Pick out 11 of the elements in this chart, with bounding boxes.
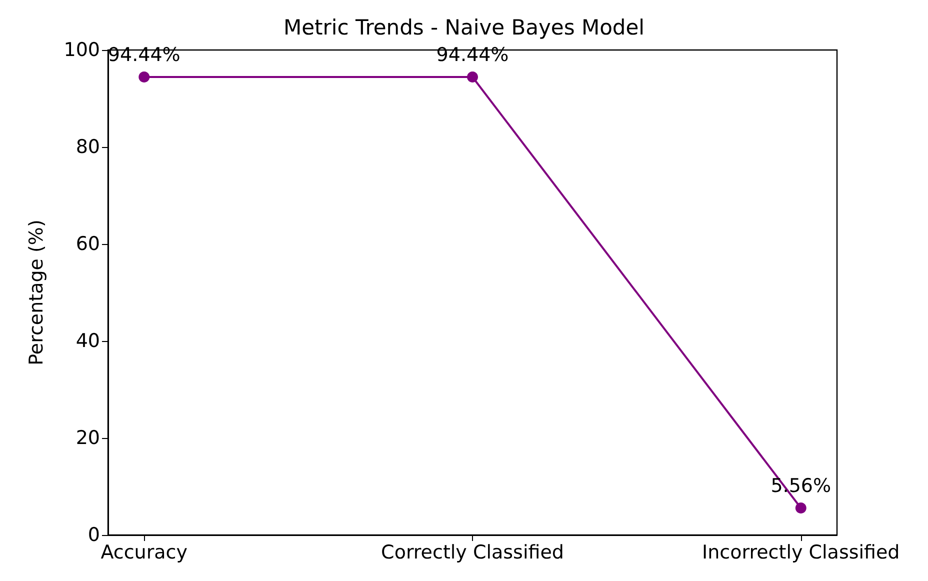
y-tick-label: 0 (88, 524, 100, 546)
x-tick-label: Correctly Classified (381, 542, 564, 564)
y-tick-label: 80 (76, 136, 100, 158)
y-axis-title: Percentage (%) (26, 220, 48, 366)
chart-title: Metric Trends - Naive Bayes Model (283, 16, 645, 40)
y-tick-label: 40 (76, 330, 100, 352)
x-tick-label: Incorrectly Classified (702, 542, 900, 564)
x-tick-label: Accuracy (100, 542, 188, 564)
y-tick-label: 60 (76, 233, 100, 255)
y-tick-label: 100 (64, 39, 100, 61)
y-tick-label: 20 (76, 427, 100, 449)
